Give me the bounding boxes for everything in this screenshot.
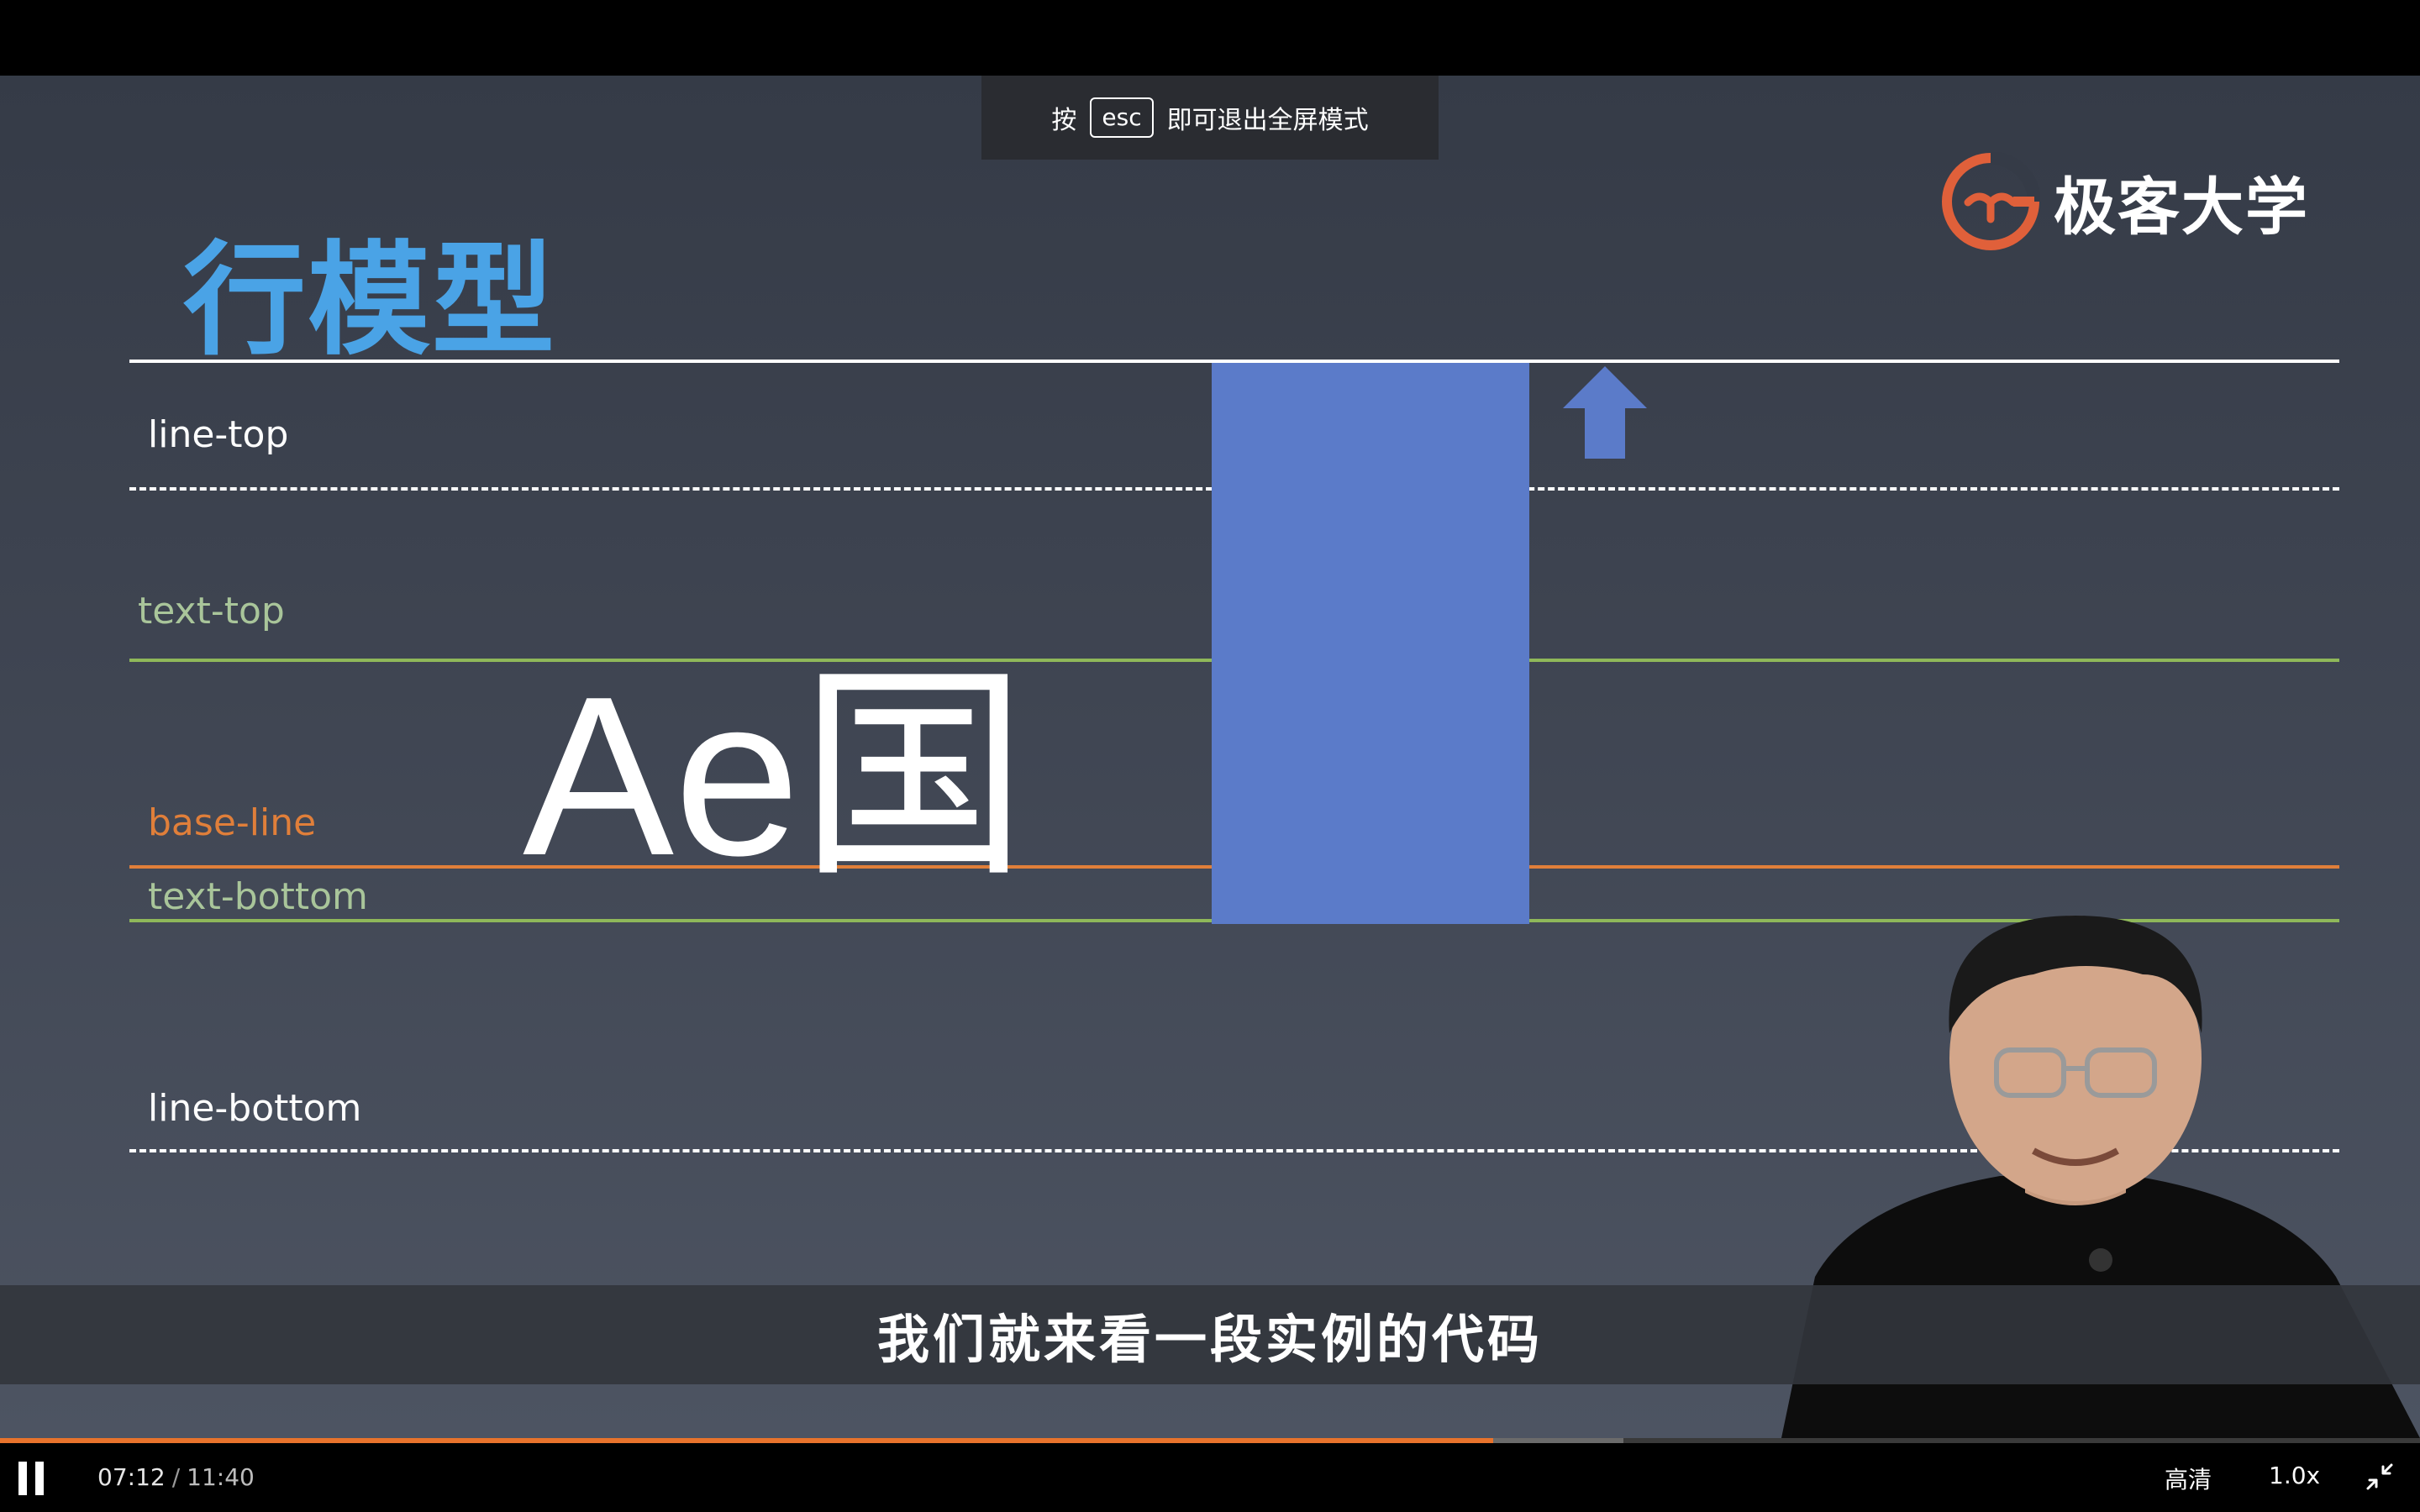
exit-fullscreen-hint: 按 esc 即可退出全屏模式 bbox=[981, 76, 1439, 160]
slide-title: 行模型 bbox=[183, 229, 556, 372]
exit-fullscreen-icon[interactable] bbox=[2363, 1460, 2396, 1494]
pause-button[interactable] bbox=[18, 1462, 47, 1495]
video-frame[interactable]: 按 esc 即可退出全屏模式 行模型 极客大学 line-top text-to… bbox=[0, 76, 2420, 1438]
pause-icon bbox=[18, 1462, 27, 1495]
line-bottom-dashed bbox=[129, 1149, 2339, 1152]
label-line-bottom: line-bottom bbox=[148, 1087, 362, 1130]
time-separator: / bbox=[171, 1463, 181, 1491]
speed-button[interactable]: 1.0x bbox=[2269, 1462, 2321, 1489]
pause-icon bbox=[35, 1462, 44, 1495]
total-time: 11:40 bbox=[187, 1463, 255, 1491]
current-time: 07:12 bbox=[97, 1463, 166, 1491]
hint-prefix: 按 bbox=[1051, 106, 1077, 135]
logo-text: 极客大学 bbox=[2054, 171, 2309, 244]
subtitle-bar: 我们就来看一段实例的代码 bbox=[0, 1285, 2420, 1384]
label-text-top: text-top bbox=[138, 590, 285, 633]
geekbang-logo-icon bbox=[1942, 152, 2040, 250]
quality-button[interactable]: 高清 bbox=[2165, 1466, 2212, 1494]
time-display: 07:12/11:40 bbox=[97, 1463, 255, 1491]
progress-played bbox=[0, 1438, 1493, 1443]
inline-block-box bbox=[1212, 363, 1529, 924]
esc-key-badge: esc bbox=[1090, 97, 1154, 138]
top-border-line bbox=[129, 360, 2339, 363]
subtitle-text: 我们就来看一段实例的代码 bbox=[876, 1309, 1543, 1370]
up-arrow-icon bbox=[1563, 366, 1647, 459]
player-controls: 07:12/11:40 高清 1.0x bbox=[0, 1438, 2420, 1512]
label-line-top: line-top bbox=[148, 413, 289, 456]
hint-suffix: 即可退出全屏模式 bbox=[1166, 106, 1369, 135]
sample-glyphs: Ae国 bbox=[523, 650, 1028, 903]
geekbang-logo: 极客大学 bbox=[1941, 151, 2309, 252]
label-text-bottom: text-bottom bbox=[148, 875, 368, 918]
label-base-line: base-line bbox=[148, 801, 317, 844]
